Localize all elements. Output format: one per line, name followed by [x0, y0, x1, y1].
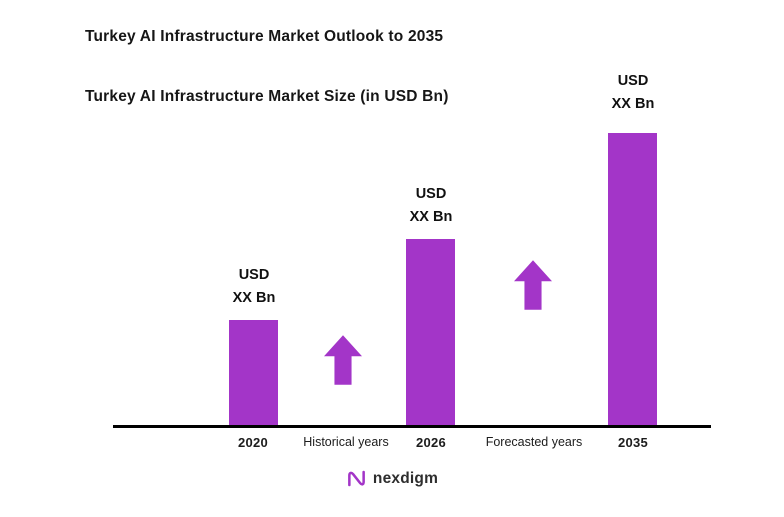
bar-value-label-2026: USD XX Bn: [376, 183, 486, 229]
page-title: Turkey AI Infrastructure Market Outlook …: [85, 28, 444, 45]
brand-footer: nexdigm: [0, 468, 784, 489]
bar-value-unit: USD: [415, 186, 447, 202]
bar-value-unit: USD: [238, 267, 270, 283]
bar-value-amount: XX Bn: [409, 209, 453, 225]
bar-value-amount: XX Bn: [611, 96, 655, 112]
bar-2035: [608, 133, 657, 428]
bar-value-label-2020: USD XX Bn: [199, 264, 309, 310]
bar-value-amount: XX Bn: [232, 290, 276, 306]
bar-2020: [229, 320, 278, 428]
x-tick-2020: 2020: [237, 435, 269, 450]
bar-value-label-2035: USD XX Bn: [578, 70, 688, 116]
growth-arrow-up-icon: [514, 260, 552, 310]
period-label-forecasted: Forecasted years: [485, 435, 583, 449]
nexdigm-logo-icon: [348, 470, 365, 487]
bar-value-unit: USD: [617, 73, 649, 89]
brand-name: nexdigm: [372, 469, 439, 487]
x-axis-line: [113, 425, 711, 428]
period-label-historical: Historical years: [303, 435, 389, 449]
x-tick-2035: 2035: [617, 435, 649, 450]
bar-2026: [406, 239, 455, 428]
x-tick-2026: 2026: [415, 435, 447, 450]
growth-arrow-up-icon: [324, 335, 362, 385]
chart-subtitle: Turkey AI Infrastructure Market Size (in…: [85, 88, 449, 105]
